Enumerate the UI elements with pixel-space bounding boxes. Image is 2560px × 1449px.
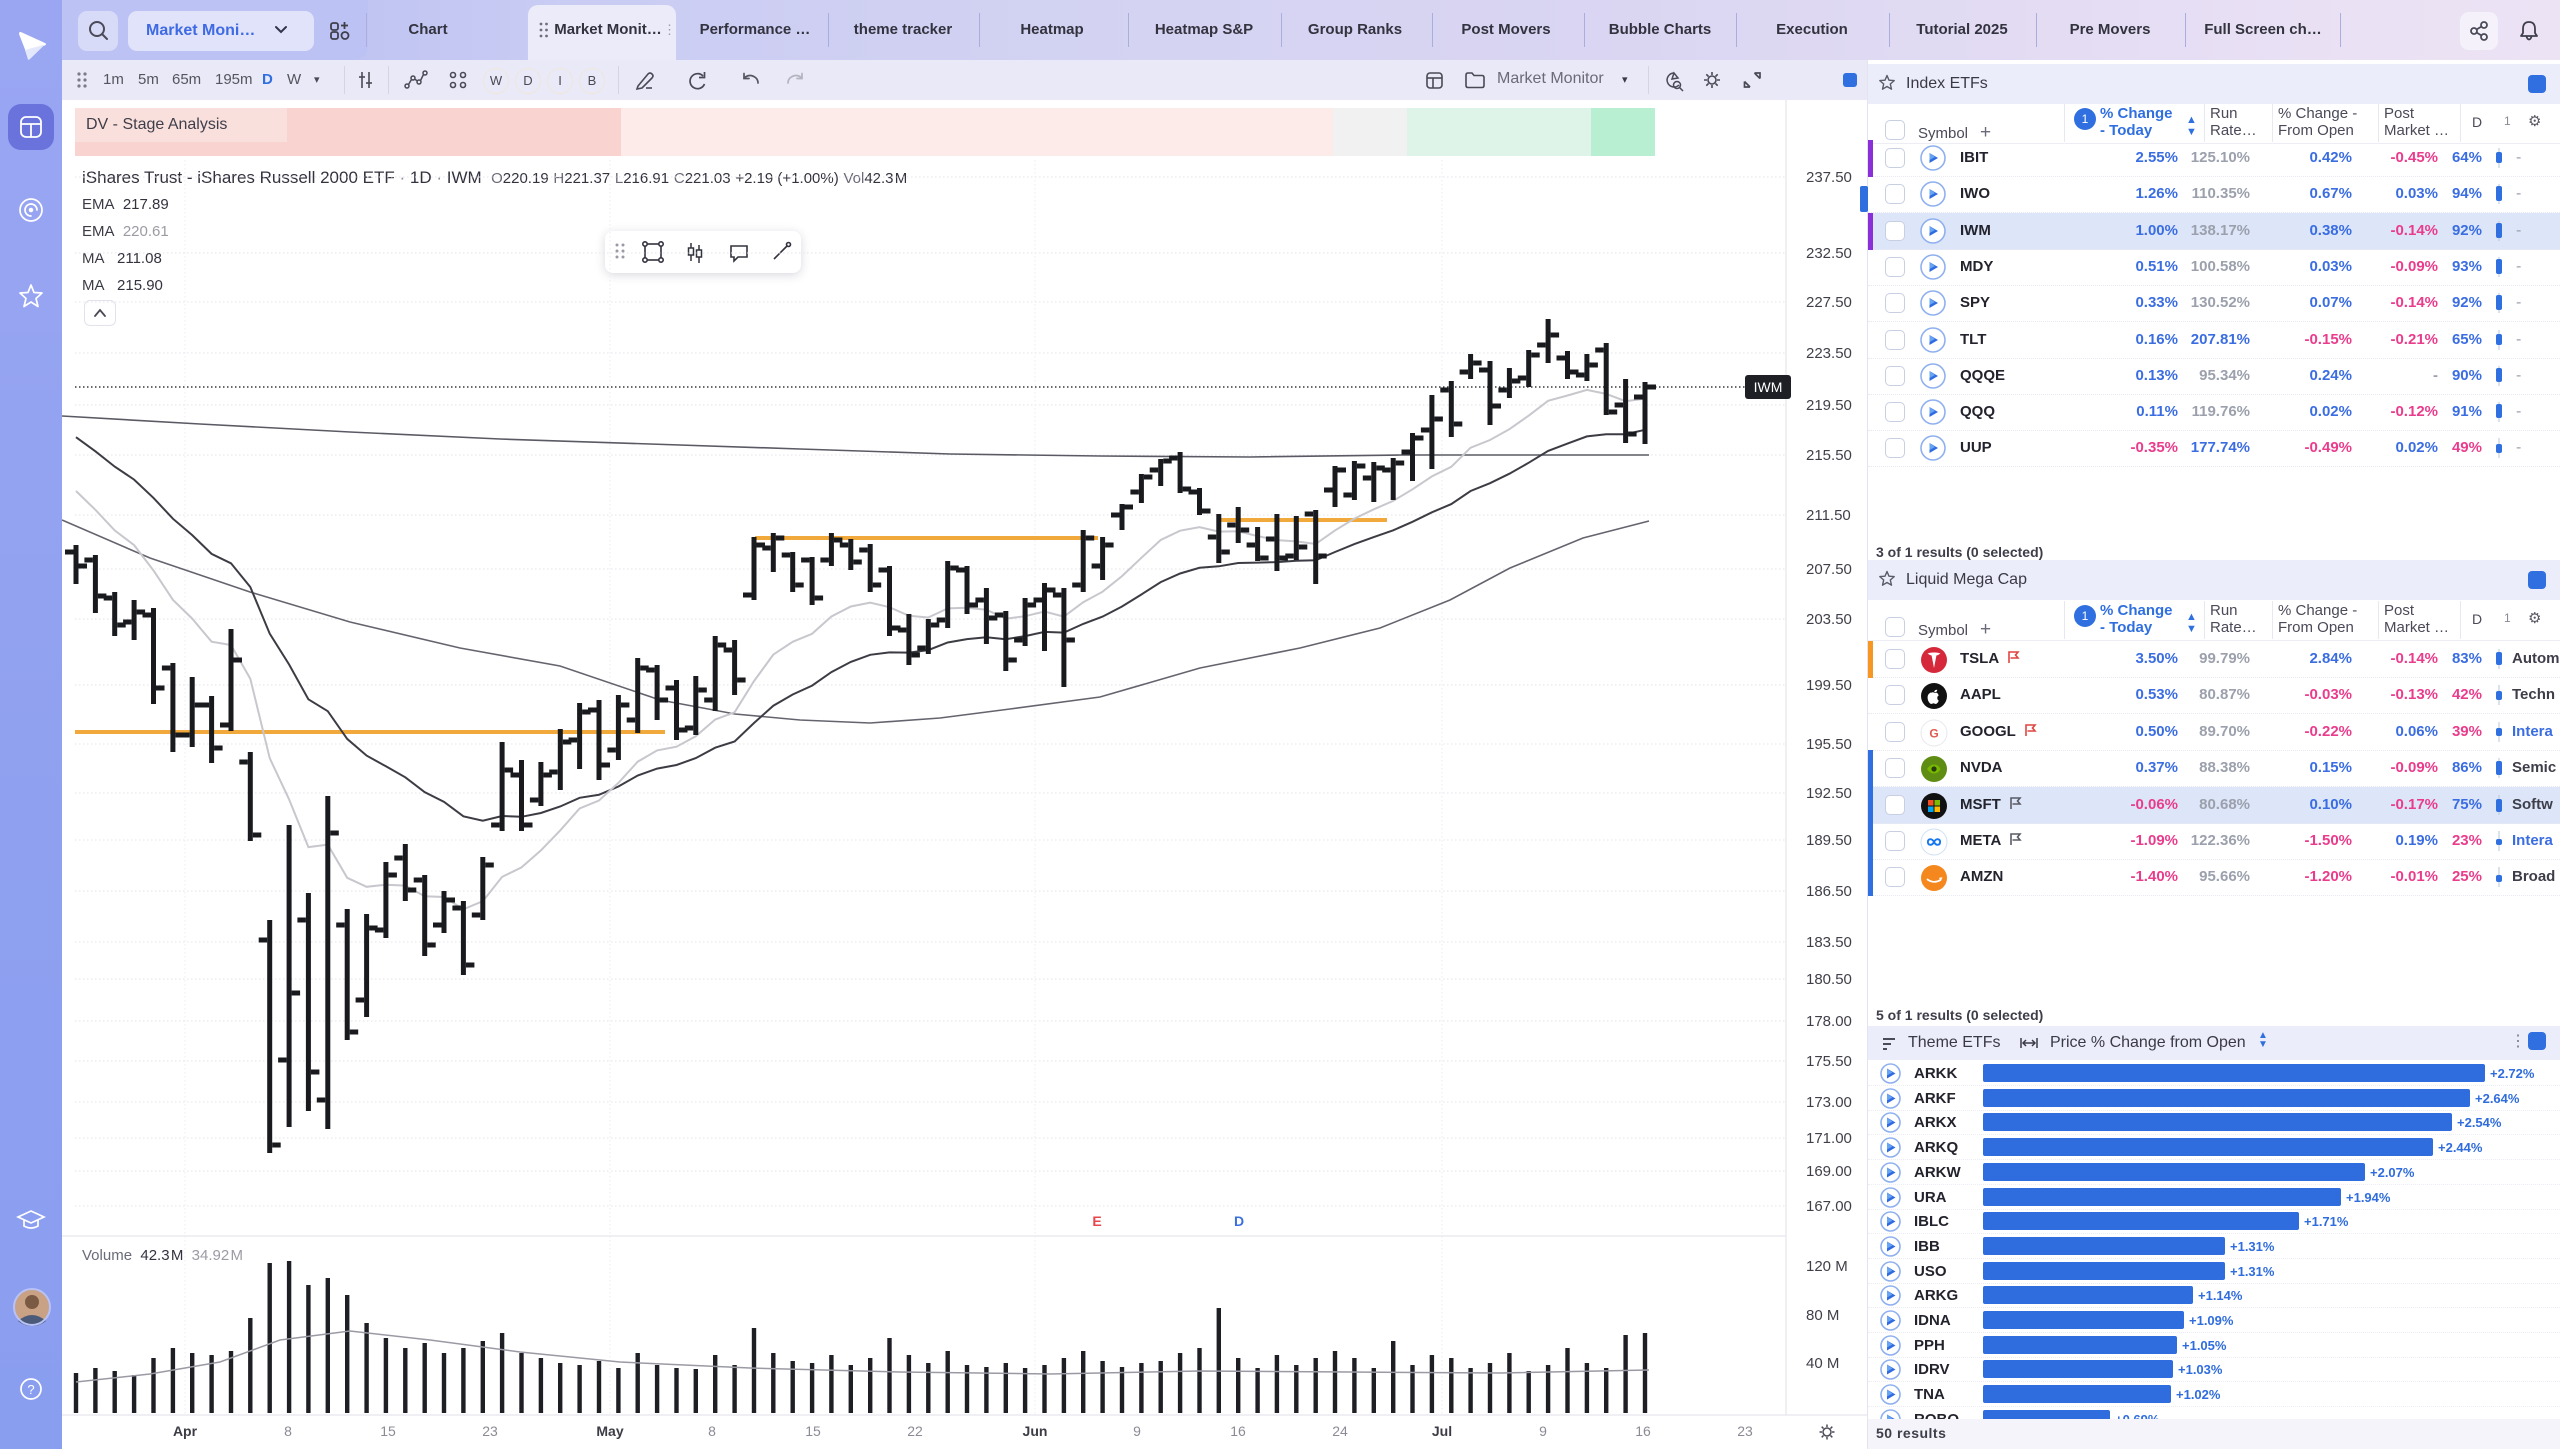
svg-text:Apr: Apr xyxy=(173,1423,198,1439)
svg-text:8: 8 xyxy=(708,1423,716,1439)
svg-text:22: 22 xyxy=(907,1423,923,1439)
svg-text:16: 16 xyxy=(1635,1423,1651,1439)
svg-text:203.50: 203.50 xyxy=(1806,611,1852,628)
svg-text:180.50: 180.50 xyxy=(1806,971,1852,988)
svg-text:G: G xyxy=(1929,726,1938,740)
svg-text:199.50: 199.50 xyxy=(1806,677,1852,694)
svg-text:15: 15 xyxy=(380,1423,396,1439)
svg-text:232.50: 232.50 xyxy=(1806,245,1852,262)
svg-text:169.00: 169.00 xyxy=(1806,1163,1852,1180)
svg-text:219.50: 219.50 xyxy=(1806,397,1852,414)
svg-text:178.00: 178.00 xyxy=(1806,1013,1852,1030)
svg-text:120 M: 120 M xyxy=(1806,1258,1848,1275)
svg-text:D: D xyxy=(1234,1213,1244,1229)
svg-text:23: 23 xyxy=(482,1423,498,1439)
svg-text:May: May xyxy=(596,1423,623,1439)
svg-text:207.50: 207.50 xyxy=(1806,561,1852,578)
svg-text:227.50: 227.50 xyxy=(1806,294,1852,311)
svg-text:IWM: IWM xyxy=(1754,379,1783,395)
svg-text:183.50: 183.50 xyxy=(1806,934,1852,951)
svg-text:186.50: 186.50 xyxy=(1806,883,1852,900)
svg-text:Jun: Jun xyxy=(1023,1423,1048,1439)
svg-text:192.50: 192.50 xyxy=(1806,785,1852,802)
svg-text:167.00: 167.00 xyxy=(1806,1198,1852,1215)
svg-text:23: 23 xyxy=(1737,1423,1753,1439)
svg-text:223.50: 223.50 xyxy=(1806,345,1852,362)
svg-text:189.50: 189.50 xyxy=(1806,832,1852,849)
svg-text:40 M: 40 M xyxy=(1806,1355,1839,1372)
svg-text:175.50: 175.50 xyxy=(1806,1053,1852,1070)
svg-text:9: 9 xyxy=(1133,1423,1141,1439)
svg-text:Jul: Jul xyxy=(1432,1423,1452,1439)
svg-text:16: 16 xyxy=(1230,1423,1246,1439)
svg-text:173.00: 173.00 xyxy=(1806,1094,1852,1111)
svg-text:8: 8 xyxy=(284,1423,292,1439)
svg-text:215.50: 215.50 xyxy=(1806,447,1852,464)
svg-text:171.00: 171.00 xyxy=(1806,1130,1852,1147)
svg-text:24: 24 xyxy=(1332,1423,1348,1439)
svg-text:15: 15 xyxy=(805,1423,821,1439)
svg-text:211.50: 211.50 xyxy=(1806,507,1851,524)
svg-text:9: 9 xyxy=(1539,1423,1547,1439)
svg-text:195.50: 195.50 xyxy=(1806,736,1852,753)
svg-text:237.50: 237.50 xyxy=(1806,169,1852,186)
svg-text:E: E xyxy=(1092,1213,1101,1229)
svg-text:80 M: 80 M xyxy=(1806,1307,1839,1324)
svg-text:?: ? xyxy=(27,1382,34,1397)
